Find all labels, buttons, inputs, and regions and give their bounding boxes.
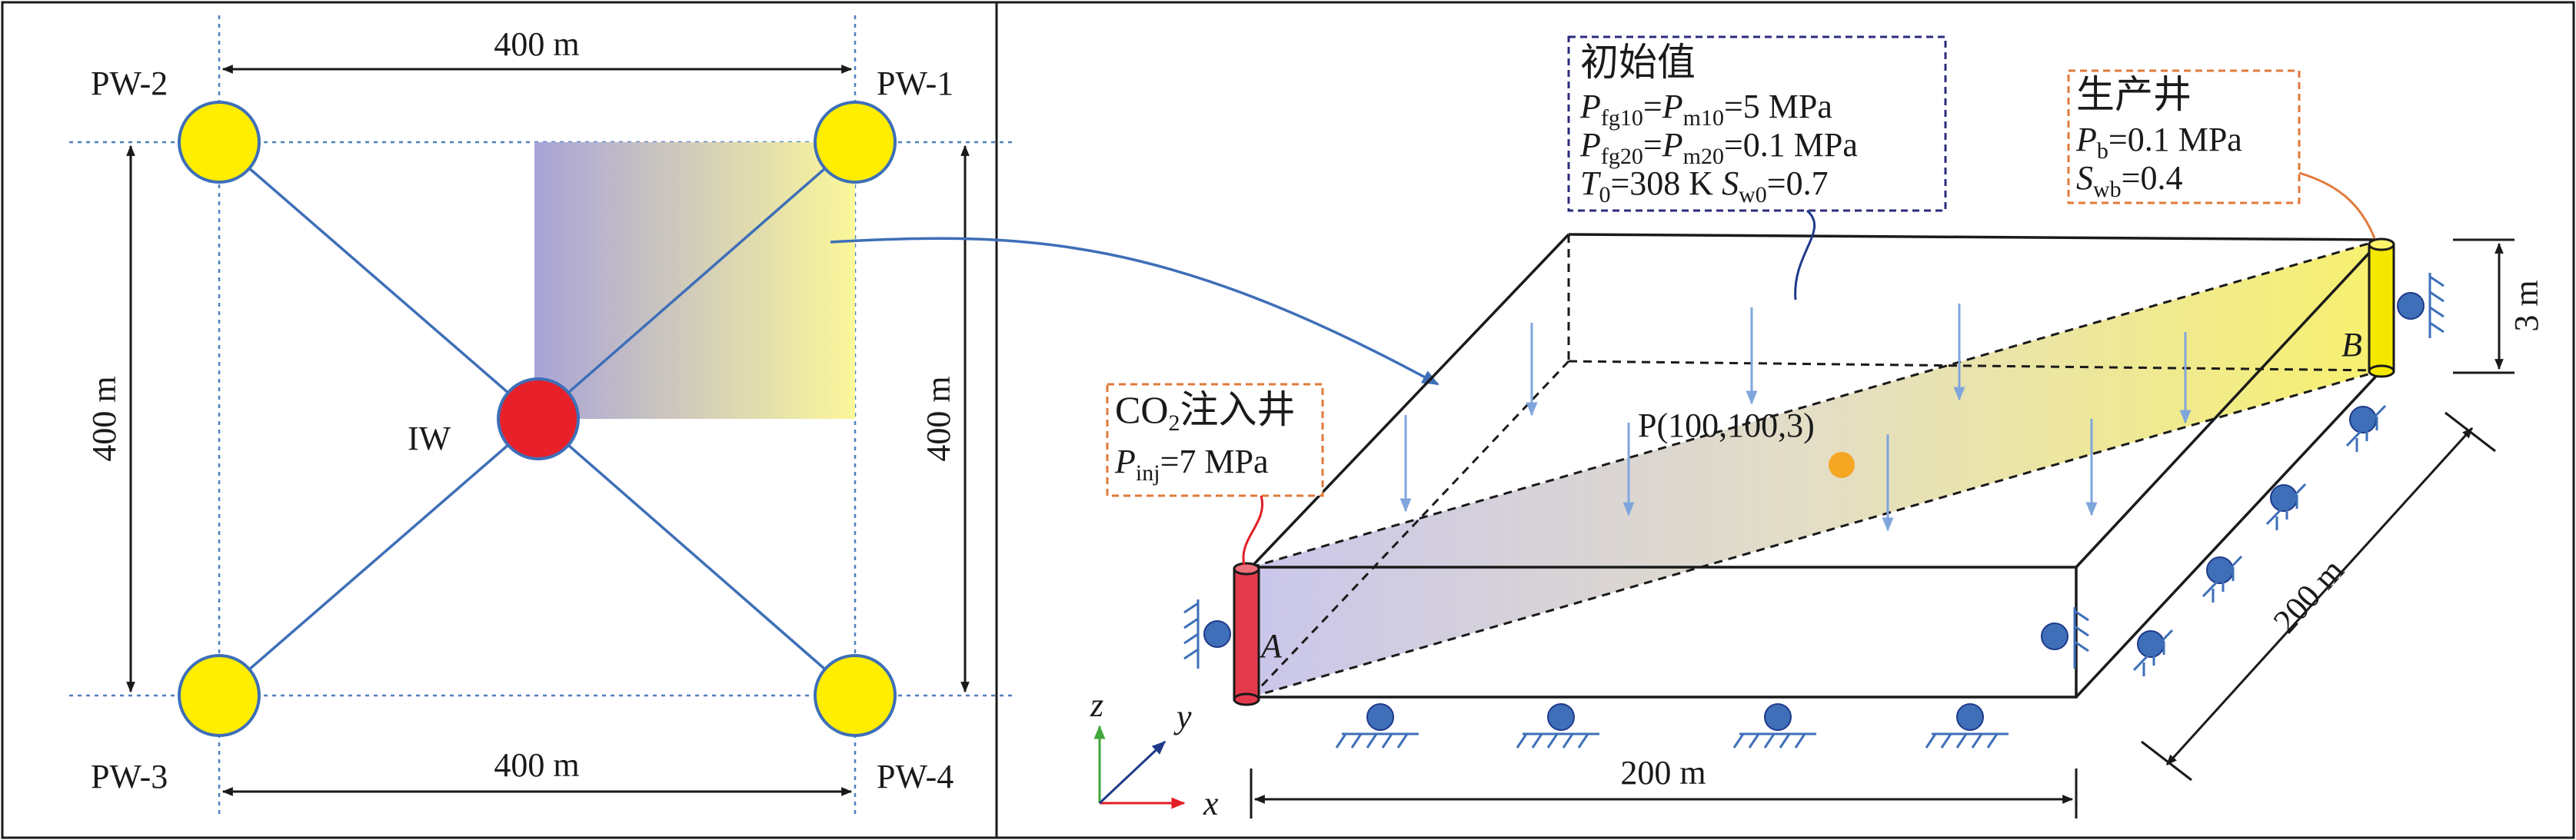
production-well-box: 生产井 Pb=0.1 MPa Swb=0.4 — [2067, 69, 2376, 239]
plan-view: 400 m 400 m 400 m 400 m PW-2 PW-1 PW-3 P… — [69, 15, 1439, 815]
dim-top-label: 400 m — [494, 25, 579, 63]
production-tube — [2368, 237, 2395, 378]
box-edges — [1250, 233, 2383, 699]
dim-width-label: 200 m — [1620, 754, 1706, 792]
dim-depth-label: 200 m — [2266, 552, 2351, 640]
axis-y-label: y — [1173, 698, 1192, 735]
plan-dimensions — [126, 65, 970, 796]
label-a: A — [1259, 627, 1283, 665]
production-well-pw1 — [814, 101, 897, 184]
well-links — [218, 141, 857, 697]
dim-bottom-label: 400 m — [494, 746, 579, 784]
monitor-point — [1829, 452, 1855, 478]
pw1-label: PW-1 — [877, 65, 954, 102]
iw-label: IW — [408, 420, 451, 457]
model-3d: P(100,100,3) A B — [1090, 35, 2545, 822]
axis-triad: x z y — [1090, 686, 1219, 822]
monitor-point-label: P(100,100,3) — [1638, 407, 1815, 444]
flow-band — [1251, 240, 2381, 697]
pw3-label: PW-3 — [91, 758, 168, 795]
hidden-edges — [1250, 234, 2382, 699]
injection-line-1: Pinj=7 MPa — [1114, 443, 1269, 486]
production-well-pw4 — [814, 654, 897, 737]
production-line-1: Pb=0.1 MPa — [2075, 121, 2242, 164]
dim-height-label: 3 m — [2508, 280, 2545, 331]
dim-right-label: 400 m — [920, 376, 957, 461]
production-line-2: Swb=0.4 — [2076, 159, 2183, 202]
production-well-pw2 — [178, 101, 261, 184]
initial-line-3: T0=308 K Sw0=0.7 — [1580, 164, 1829, 208]
production-title: 生产井 — [2076, 73, 2192, 116]
model-dimensions — [1250, 238, 2514, 818]
dim-left-label: 400 m — [85, 376, 123, 461]
pw2-label: PW-2 — [91, 65, 168, 102]
zoom-connector — [830, 237, 1439, 386]
injection-well-iw — [497, 377, 580, 460]
injection-title: CO2注入井 — [1115, 388, 1295, 436]
axis-z-label: z — [1090, 686, 1103, 724]
load-arrows — [1399, 304, 2192, 532]
initial-title: 初始值 — [1580, 41, 1696, 84]
pw4-label: PW-4 — [877, 758, 954, 795]
label-b: B — [2341, 326, 2362, 364]
production-well-pw3 — [178, 654, 261, 737]
initial-line-1: Pfg10=Pm10=5 MPa — [1579, 88, 1832, 131]
injection-tube — [1233, 562, 1260, 706]
injection-well-box: CO2注入井 Pinj=7 MPa — [1106, 383, 1324, 566]
initial-line-2: Pfg20=Pm20=0.1 MPa — [1579, 126, 1858, 169]
axis-x-label: x — [1203, 785, 1219, 822]
initial-conditions-box: 初始值 Pfg10=Pm10=5 MPa Pfg20=Pm20=0.1 MPa … — [1567, 35, 1947, 300]
